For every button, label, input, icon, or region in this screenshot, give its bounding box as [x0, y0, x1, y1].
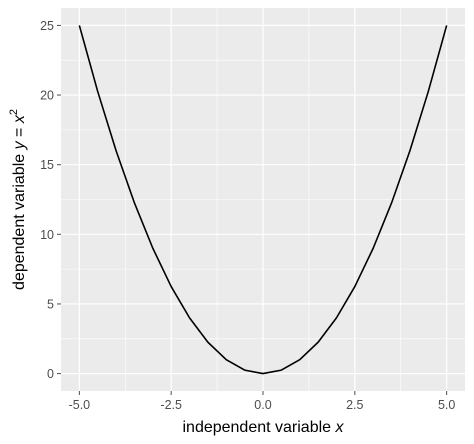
y-tick-label: 10 [40, 228, 54, 242]
x-axis-title: independent variable x [182, 419, 344, 436]
series-line [78, 25, 448, 375]
x-tick-label: -2.5 [160, 398, 182, 412]
y-axis-title-var: y [11, 140, 28, 150]
y-tick-label: 25 [40, 19, 54, 33]
y-axis-title-base: x [11, 114, 28, 124]
series-layer [78, 25, 448, 375]
y-tick-label: 0 [47, 367, 54, 381]
x-axis-title-prefix: independent variable [182, 419, 335, 436]
y-tick-label: 20 [40, 89, 54, 103]
y-tick-label: 15 [40, 158, 54, 172]
y-axis-title-prefix: dependent variable [11, 149, 28, 290]
x-tick-label: 2.5 [346, 398, 363, 412]
y-axis-title-exp: 2 [8, 109, 20, 115]
x-tick-label: 5.0 [438, 398, 455, 412]
y-axis-title: dependent variable y = x2 [8, 109, 28, 290]
x-tick-label: 0.0 [254, 398, 271, 412]
y-tick-label: 5 [47, 297, 54, 311]
x-axis-title-var: x [335, 419, 345, 436]
x-axis-ticks: -5.0 -2.5 0.0 2.5 5.0 [69, 391, 455, 412]
y-axis-title-eq: = [11, 123, 28, 141]
y-axis-ticks: 0 5 10 15 20 25 [40, 19, 61, 381]
x-tick-label: -5.0 [69, 398, 91, 412]
